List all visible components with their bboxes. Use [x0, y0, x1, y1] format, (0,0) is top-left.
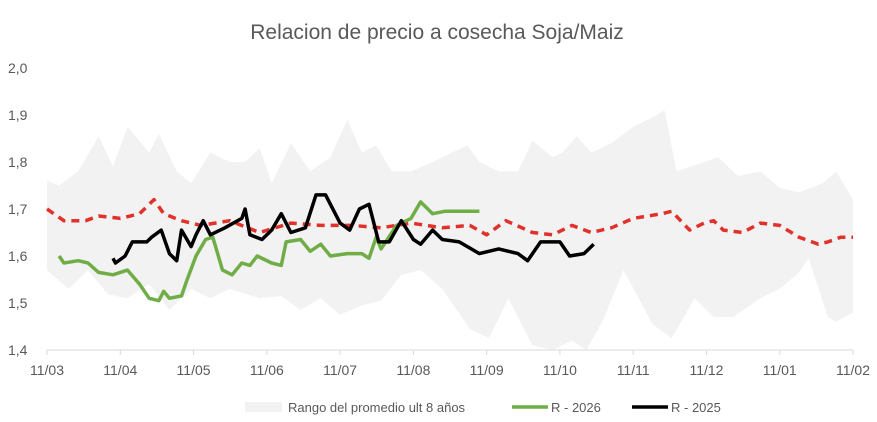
x-tick-label: 11/07 [323, 362, 357, 378]
legend-swatch-range [245, 402, 282, 412]
y-tick-label: 1,7 [8, 201, 28, 217]
x-tick-label: 11/03 [30, 362, 64, 378]
x-tick-label: 11/04 [103, 362, 137, 378]
y-tick-label: 2,0 [8, 60, 28, 76]
y-tick-label: 1,9 [8, 107, 28, 123]
y-tick-label: 1,6 [8, 248, 28, 264]
series-layer [46, 193, 853, 303]
x-tick-label: 11/06 [250, 362, 284, 378]
x-tick-label: 11/11 [617, 362, 650, 378]
x-tick-label: 11/05 [177, 362, 211, 378]
legend-label-r2026: R - 2026 [551, 400, 601, 415]
x-tick-label: 11/08 [396, 362, 430, 378]
chart-title: Relacion de precio a cosecha Soja/Maiz [250, 21, 624, 44]
y-tick-label: 1,8 [8, 154, 28, 170]
x-tick-label: 11/10 [543, 362, 577, 378]
range-band-layer [47, 110, 853, 350]
x-tick-label: 11/02 [836, 362, 870, 378]
legend-label-r2025: R - 2025 [671, 400, 721, 415]
x-tick-label: 11/12 [689, 362, 723, 378]
legend-label-range: Rango del promedio ult 8 años [288, 400, 466, 415]
y-tick-label: 1,4 [8, 342, 28, 358]
axis-layer: 1,4 1,5 1,6 1,7 1,8 1,9 2,0 11/03 11/04 11/05 11/0… [8, 60, 870, 378]
range-band [47, 110, 853, 350]
x-tick-label: 11/01 [763, 362, 797, 378]
x-tick-label: 11/09 [470, 362, 504, 378]
series-line-r2025 [111, 193, 595, 265]
legend: Rango del promedio ult 8 años R - 2026 R… [245, 400, 721, 415]
series-line-average [46, 197, 853, 246]
y-tick-label: 1,5 [8, 295, 28, 311]
